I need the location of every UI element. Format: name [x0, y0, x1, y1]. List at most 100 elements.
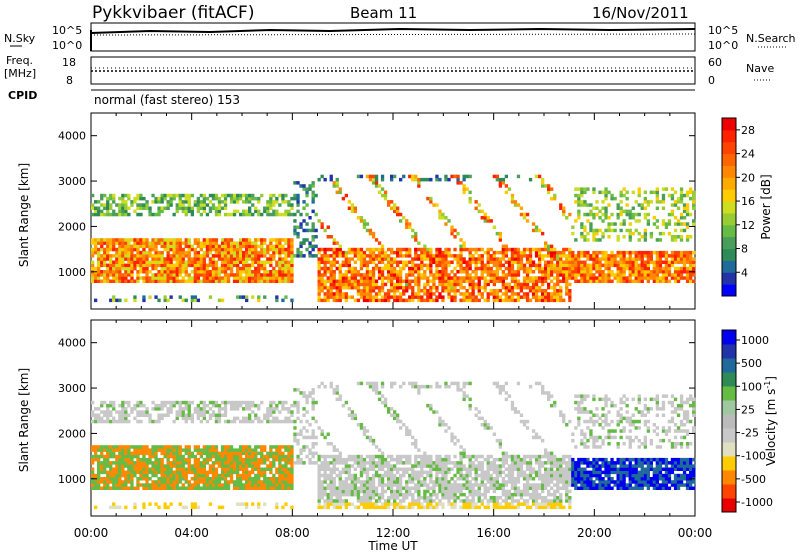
power-cell	[667, 254, 672, 258]
power-cell	[175, 203, 179, 207]
power-cell	[393, 266, 397, 271]
power-cell	[187, 196, 191, 201]
power-cell	[139, 266, 143, 271]
power-cell	[365, 289, 370, 293]
power-cell	[362, 285, 367, 290]
power-cell	[196, 260, 200, 264]
velocity-cell	[220, 467, 225, 471]
power-cell	[689, 266, 693, 271]
power-cell	[205, 276, 210, 280]
power-cell	[501, 298, 505, 303]
velocity-cell	[181, 461, 185, 465]
power-cell	[359, 266, 364, 271]
velocity-cell	[380, 454, 385, 459]
power-cell	[181, 203, 185, 207]
velocity-cell	[269, 467, 273, 471]
power-cell	[519, 257, 524, 261]
velocity-cell	[308, 435, 312, 440]
power-cell	[556, 263, 560, 268]
power-cell	[664, 263, 669, 268]
velocity-cell	[278, 451, 282, 456]
velocity-cell	[232, 403, 237, 408]
velocity-cell	[133, 467, 137, 471]
power-cell	[263, 295, 267, 299]
velocity-cell	[115, 445, 119, 449]
power-cell	[396, 254, 400, 258]
power-cell	[175, 263, 179, 268]
velocity-cell	[408, 461, 412, 465]
velocity-cell	[374, 473, 379, 478]
power-cell	[127, 250, 131, 255]
power-cell	[619, 206, 623, 210]
power-cell	[486, 250, 490, 255]
velocity-cell	[396, 461, 400, 465]
power-cell	[474, 257, 478, 261]
velocity-cell	[127, 467, 131, 471]
velocity-cell	[148, 477, 152, 481]
power-cell	[266, 260, 270, 264]
velocity-cell	[232, 480, 237, 484]
power-cell	[411, 257, 415, 261]
velocity-cell	[94, 457, 98, 462]
power-cell	[429, 279, 433, 283]
power-cell	[127, 206, 131, 210]
power-cell	[377, 285, 382, 290]
power-cell	[525, 295, 530, 299]
velocity-cell	[332, 467, 336, 471]
velocity-cell	[181, 407, 185, 411]
power-cell	[254, 260, 258, 264]
power-cell	[287, 279, 291, 283]
velocity-cell	[272, 410, 276, 414]
velocity-cell	[371, 496, 376, 500]
power-cell	[541, 184, 545, 188]
power-cell	[580, 187, 584, 191]
power-cell	[124, 257, 128, 261]
velocity-cell	[257, 467, 261, 471]
power-cell	[106, 257, 110, 261]
velocity-cell	[323, 384, 327, 389]
velocity-cell	[205, 448, 210, 452]
velocity-cell	[254, 448, 258, 452]
power-cell	[411, 289, 415, 293]
power-cell	[124, 200, 128, 204]
power-cell	[574, 187, 578, 191]
power-cell	[275, 200, 279, 204]
power-cell	[541, 298, 545, 303]
y-tick-label: 4000	[58, 130, 86, 143]
power-cell	[347, 282, 351, 287]
power-cell	[607, 257, 611, 261]
power-cell	[544, 295, 548, 299]
power-cell	[166, 193, 170, 198]
power-cell	[229, 263, 234, 268]
velocity-cell	[275, 486, 279, 490]
power-cell	[311, 244, 315, 249]
power-cell	[531, 295, 536, 299]
power-cell	[193, 298, 197, 303]
velocity-cell	[335, 505, 339, 510]
velocity-cell	[393, 480, 397, 484]
velocity-cell	[350, 416, 354, 421]
velocity-cell	[97, 457, 101, 462]
velocity-cell	[169, 467, 173, 471]
power-cell	[181, 209, 185, 214]
power-cell	[610, 263, 614, 268]
velocity-cell	[338, 470, 342, 475]
power-cell	[640, 279, 644, 283]
power-cell	[257, 260, 261, 264]
velocity-cell	[329, 489, 333, 494]
power-cell	[679, 235, 684, 239]
velocity-cell	[242, 448, 246, 452]
power-cell	[359, 263, 364, 268]
power-cell	[595, 276, 599, 280]
velocity-cell	[365, 454, 370, 459]
power-cell	[387, 266, 391, 271]
power-cell	[559, 273, 563, 277]
power-cell	[408, 273, 412, 277]
power-cell	[142, 206, 146, 210]
power-cell	[655, 200, 659, 204]
power-cell	[462, 279, 466, 283]
velocity-cell	[112, 403, 116, 408]
power-cell	[583, 250, 587, 255]
power-cell	[199, 270, 203, 274]
power-cell	[658, 200, 663, 204]
